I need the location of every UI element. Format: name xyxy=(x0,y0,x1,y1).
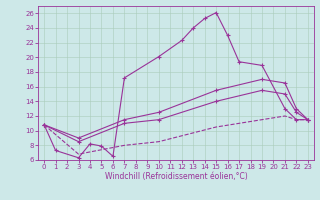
X-axis label: Windchill (Refroidissement éolien,°C): Windchill (Refroidissement éolien,°C) xyxy=(105,172,247,181)
